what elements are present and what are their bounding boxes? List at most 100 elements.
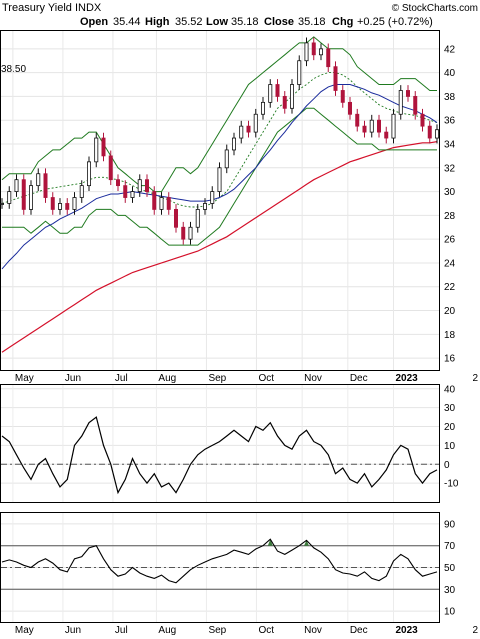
candle-body xyxy=(137,179,142,192)
price-y-tick: 16 xyxy=(444,354,456,365)
candle-body xyxy=(333,66,338,91)
candle-body xyxy=(173,209,178,228)
x-tick: Jul xyxy=(115,373,128,384)
price-x-axis: May Jun Jul Aug Sep Oct Nov Dec 2023 2 xyxy=(15,373,479,384)
ohlc-open-value: 35.44 xyxy=(113,16,141,28)
ohlc-open-label: Open xyxy=(80,16,108,28)
x-tick: May xyxy=(15,373,34,384)
price-y-tick: 22 xyxy=(444,282,456,293)
candle-body xyxy=(318,48,323,56)
rsi-y-tick: 70 xyxy=(444,541,456,552)
oscillator-y-tick: -10 xyxy=(444,479,459,490)
candle-body xyxy=(268,84,273,103)
oscillator-plot xyxy=(1,416,439,495)
x-tick: Jun xyxy=(65,625,81,636)
candle-body xyxy=(21,179,26,210)
candle-body xyxy=(181,226,186,240)
ohlc-close-value: 35.18 xyxy=(298,16,326,28)
bollinger-upper-line xyxy=(1,36,437,193)
candle-body xyxy=(398,90,403,115)
oscillator-y-tick: 20 xyxy=(444,422,456,433)
candle-body xyxy=(130,191,135,198)
x-tick: 2023 xyxy=(396,625,419,636)
candle-body xyxy=(405,90,410,97)
x-tick: Sep xyxy=(208,625,226,636)
candle-body xyxy=(36,173,41,187)
rsi-x-axis: May Jun Jul Aug Sep Oct Nov Dec 2023 2 xyxy=(15,625,479,636)
candle-body xyxy=(347,101,352,115)
x-tick: Oct xyxy=(258,625,274,636)
oscillator-line xyxy=(1,416,438,495)
candle-body xyxy=(144,179,149,192)
price-y-tick: 18 xyxy=(444,330,456,341)
price-y-tick: 24 xyxy=(444,258,456,269)
x-tick: Aug xyxy=(158,625,176,636)
candle-body xyxy=(7,191,12,204)
x-tick: May xyxy=(15,625,34,636)
x-tick: Aug xyxy=(158,373,176,384)
candle-body xyxy=(355,113,360,127)
ohlc-chg-label: Chg xyxy=(332,16,353,28)
price-y-tick: 32 xyxy=(444,163,456,174)
candle-body xyxy=(420,113,425,127)
candle-body xyxy=(87,161,92,187)
candle-body xyxy=(94,137,99,163)
candle-body xyxy=(289,84,294,109)
price-y-tick: 40 xyxy=(444,68,456,79)
oscillator-panel: 40 30 20 10 0 -10 xyxy=(0,384,459,503)
oscillator-y-tick: 30 xyxy=(444,403,456,414)
ohlc-chg-value: +0.25 (+0.72%) xyxy=(357,16,433,28)
ohlc-close-label: Close xyxy=(264,16,294,28)
candle-body xyxy=(72,197,77,210)
candle-body xyxy=(224,149,229,169)
rsi-panel: 90 70 50 30 10 xyxy=(0,512,456,623)
price-y-tick: 28 xyxy=(444,211,456,222)
watermark: © StockCharts.com xyxy=(392,3,478,14)
ma-200-line xyxy=(1,141,438,353)
ohlc-high-label: High xyxy=(145,16,170,28)
candle-body xyxy=(282,96,287,109)
rsi-y-tick: 30 xyxy=(444,585,456,596)
candle-body xyxy=(65,203,70,210)
oscillator-panel-frame xyxy=(0,384,440,503)
rsi-line xyxy=(1,538,438,584)
rsi-y-tick: 50 xyxy=(444,563,456,574)
candle-body xyxy=(413,96,418,115)
x-tick: 2 xyxy=(472,625,478,636)
candle-body xyxy=(246,125,251,133)
candle-body xyxy=(326,48,331,68)
rsi-plot xyxy=(1,538,439,590)
candle-body xyxy=(253,113,258,133)
x-tick: Jun xyxy=(65,373,81,384)
price-y-tick: 20 xyxy=(444,306,456,317)
ma-value-label: 38.50 xyxy=(1,64,26,75)
candle-body xyxy=(311,42,316,56)
candle-body xyxy=(434,129,439,139)
candle-body xyxy=(58,203,63,210)
x-tick: Nov xyxy=(304,625,322,636)
x-tick: 2 xyxy=(472,373,478,384)
candle-body xyxy=(43,173,48,198)
x-tick: Jul xyxy=(115,625,128,636)
candle-body xyxy=(362,125,367,133)
rsi-panel-frame xyxy=(0,512,440,623)
candle-body xyxy=(28,185,33,210)
price-y-tick: 34 xyxy=(444,140,456,151)
ohlc-high-value: 35.52 xyxy=(175,16,203,28)
price-panel: 16 18 20 22 24 26 28 30 32 34 36 38 40 42 xyxy=(0,30,456,371)
x-tick: Nov xyxy=(304,373,322,384)
candle-body xyxy=(304,42,309,62)
candle-body xyxy=(275,84,280,97)
rsi-y-tick: 90 xyxy=(444,519,456,530)
candle-body xyxy=(376,119,381,133)
price-y-tick: 38 xyxy=(444,92,456,103)
oscillator-y-tick: 0 xyxy=(444,460,450,471)
candle-body xyxy=(159,197,164,210)
candle-body xyxy=(239,125,244,139)
candle-body xyxy=(14,179,19,192)
rsi-overbought-fill xyxy=(267,539,309,546)
candle-body xyxy=(391,113,396,139)
x-tick: Oct xyxy=(258,373,274,384)
candle-body xyxy=(116,179,121,187)
